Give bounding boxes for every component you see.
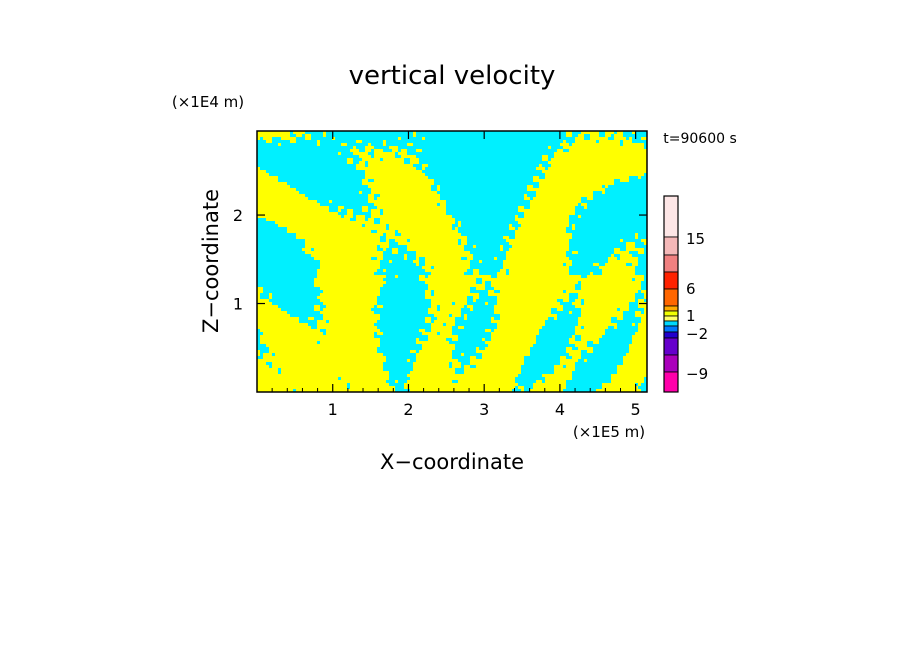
- colorbar-segment: [663, 337, 679, 356]
- colorbar-segment: [663, 195, 679, 238]
- colorbar-segment: [663, 320, 679, 327]
- x-tick-label: 1: [328, 400, 338, 419]
- x-tick-label: 4: [555, 400, 565, 419]
- velocity-field: [257, 131, 647, 392]
- colorbar-segment: [663, 331, 679, 339]
- colorbar-tick-label: 15: [686, 230, 705, 248]
- plot-area: [256, 130, 648, 393]
- y-axis: 12: [233, 206, 647, 314]
- colorbar-frame: [663, 195, 679, 393]
- colorbar-tick-label: 1: [686, 307, 696, 325]
- y-unit-label: (×1E4 m): [172, 93, 244, 111]
- chart-title: vertical velocity: [349, 61, 556, 91]
- positive-velocity-region: [257, 131, 647, 392]
- time-label: t=90600 s: [663, 131, 737, 147]
- y-tick-label: 2: [233, 206, 243, 225]
- x-unit-label: (×1E5 m): [573, 423, 645, 441]
- x-tick-label: 2: [403, 400, 413, 419]
- colorbar-segment: [663, 371, 679, 393]
- colorbar-segment: [663, 271, 679, 290]
- y-axis-label: Z−coordinate: [199, 189, 223, 333]
- plot-frame: [256, 130, 648, 393]
- colorbar-segment: [663, 254, 679, 273]
- colorbar-segment: [663, 236, 679, 256]
- colorbar-tick-label: −2: [686, 325, 708, 343]
- x-tick-label: 5: [631, 400, 641, 419]
- x-tick-label: 3: [479, 400, 489, 419]
- colorbar: 15 6 1−2 −9: [663, 195, 708, 393]
- colorbar-tick-label: −9: [686, 365, 708, 383]
- colorbar-segment: [663, 354, 679, 373]
- colorbar-segment: [663, 325, 679, 333]
- colorbar-tick-label: 6: [686, 280, 696, 298]
- colorbar-segment: [663, 310, 679, 317]
- x-axis: 1 2 3 4 5: [271, 131, 641, 419]
- colorbar-segment: [663, 288, 679, 307]
- colorbar-segment: [663, 315, 679, 322]
- x-axis-label: X−coordinate: [380, 450, 524, 474]
- y-tick-label: 1: [233, 295, 243, 314]
- colorbar-segment: [663, 305, 679, 312]
